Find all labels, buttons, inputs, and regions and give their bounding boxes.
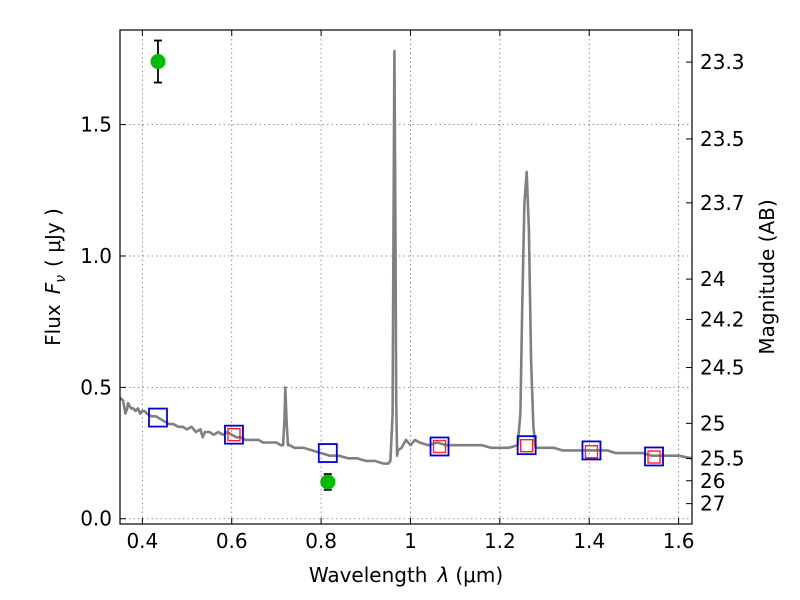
grid-lines xyxy=(120,30,692,524)
x-axis-title: Wavelength λ (μm) xyxy=(309,563,503,587)
mag-tick-label: 24 xyxy=(700,267,725,291)
x-tick-label: 0.4 xyxy=(126,529,158,553)
y-tick-label: 0.5 xyxy=(80,375,112,399)
model-photometry-point xyxy=(429,436,450,457)
observed-photometry-point xyxy=(227,427,241,442)
x-tick-label: 1.6 xyxy=(663,529,695,553)
tick-layer: 0.4 0.6 0.8 1 1.2 1.4 1.6 0.0 0.5 1.0 1.5 23.3 23.5 2… xyxy=(80,30,745,553)
x-tick-label: 1.2 xyxy=(484,529,516,553)
mag-tick-label: 23.7 xyxy=(700,191,745,215)
observed-photometry-point xyxy=(519,438,534,453)
mag-tick-label: 23.3 xyxy=(700,50,745,74)
model-photometry-point xyxy=(581,440,602,461)
mag-tick-label: 24.5 xyxy=(700,356,745,380)
mag-tick-label: 26 xyxy=(700,469,725,493)
y-axis-title: FluxFν( μJy ) xyxy=(41,208,69,346)
x-tick-label: 1.4 xyxy=(573,529,605,553)
observed-photometry-point xyxy=(432,439,447,454)
mag-tick-label: 27 xyxy=(700,492,725,516)
mag-tick-label: 24.2 xyxy=(700,307,745,331)
x-tick-label: 0.6 xyxy=(216,529,248,553)
model-photometry-point xyxy=(516,435,537,456)
model-photometry-point xyxy=(644,446,664,467)
observed-detection-point xyxy=(320,474,336,490)
plot-frame xyxy=(119,29,693,525)
observed-detection-point xyxy=(150,54,166,70)
observed-photometry-point xyxy=(584,445,599,459)
marker-layer xyxy=(148,39,664,491)
model-photometry-point xyxy=(224,424,244,445)
model-photometry-point xyxy=(148,407,168,428)
model-photometry-point xyxy=(317,443,338,463)
y-tick-label: 1.5 xyxy=(80,113,112,137)
observed-photometry-point xyxy=(647,450,661,464)
mag-tick-label: 23.5 xyxy=(700,127,745,151)
y-tick-label: 0.0 xyxy=(80,507,112,531)
x-tick-label: 0.8 xyxy=(305,529,337,553)
y2-axis-title: Magnitude (AB) xyxy=(755,199,779,354)
mag-tick-label: 25 xyxy=(700,411,725,435)
y-tick-label: 1.0 xyxy=(80,244,112,268)
mag-tick-label: 25.5 xyxy=(700,447,745,471)
model-spectrum-line xyxy=(120,49,692,465)
data-layer xyxy=(120,49,692,465)
x-tick-label: 1 xyxy=(404,529,417,553)
